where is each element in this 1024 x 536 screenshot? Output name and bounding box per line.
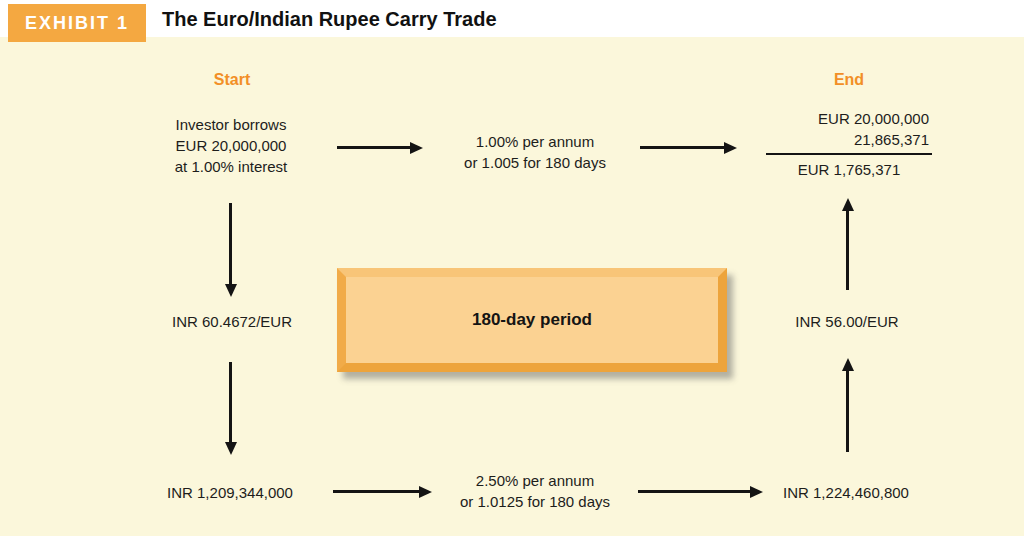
borrow-line-2: EUR 20,000,000 [175,135,288,156]
exhibit-figure: EXHIBIT 1 The Euro/Indian Rupee Carry Tr… [0,0,1024,536]
arrow-up-inr-end-to-spot-icon [846,371,849,452]
period-box: 180-day period [337,268,727,372]
inr-rate-line-2: or 1.0125 for 180 days [460,491,610,512]
settlement-repay: EUR 20,000,000 [766,108,932,129]
end-spot-rate: INR 56.00/EUR [795,311,898,332]
exhibit-badge: EXHIBIT 1 [8,4,146,42]
eur-rate-line-1: 1.00% per annum [464,131,606,152]
eur-rate-block: 1.00% per annum or 1.005 for 180 days [464,131,606,173]
settlement-block: EUR 20,000,000 21,865,371 EUR 1,765,371 [766,108,932,180]
arrow-down-borrow-to-spot-icon [229,203,232,284]
arrow-down-spot-to-inr-icon [229,362,232,442]
exhibit-title: The Euro/Indian Rupee Carry Trade [162,8,497,31]
start-spot-rate: INR 60.4672/EUR [172,311,292,332]
inr-end-amount: INR 1,224,460,800 [783,482,909,503]
eur-rate-line-2: or 1.005 for 180 days [464,152,606,173]
arrow-right-inr-to-rate-icon [333,490,419,493]
settlement-proceeds: 21,865,371 [766,129,932,150]
arrow-right-rate-to-settlement-icon [640,146,724,149]
arrow-right-borrow-to-rate-icon [337,146,410,149]
borrow-line-1: Investor borrows [175,114,288,135]
arrow-right-rate-to-inr-end-icon [638,490,750,493]
end-column-label: End [834,71,864,89]
borrow-line-3: at 1.00% interest [175,156,288,177]
start-column-label: Start [214,71,250,89]
borrow-text-block: Investor borrows EUR 20,000,000 at 1.00%… [175,114,288,177]
settlement-profit: EUR 1,765,371 [766,155,932,180]
arrow-up-spot-to-settlement-icon [846,211,849,290]
inr-rate-line-1: 2.50% per annum [460,470,610,491]
inr-rate-block: 2.50% per annum or 1.0125 for 180 days [460,470,610,512]
period-box-label: 180-day period [472,310,592,330]
inr-start-amount: INR 1,209,344,000 [167,482,293,503]
